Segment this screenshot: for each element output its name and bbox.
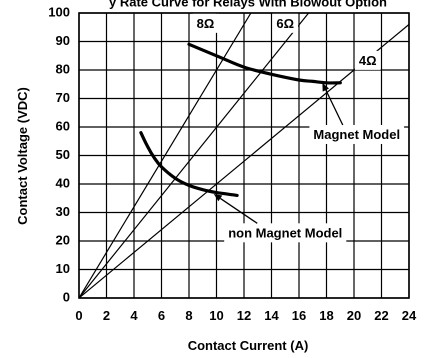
x-tick-label: 6 bbox=[158, 308, 165, 323]
resistance-line bbox=[79, 13, 310, 298]
x-tick-label: 20 bbox=[347, 308, 361, 323]
x-tick-label: 14 bbox=[264, 308, 279, 323]
label-background bbox=[272, 13, 299, 33]
y-axis-title: Contact Voltage (VDC) bbox=[15, 87, 30, 225]
x-tick-label: 18 bbox=[319, 308, 333, 323]
x-tick-label: 2 bbox=[103, 308, 110, 323]
chart-title: y Rate Curve for Relays With Blowout Opt… bbox=[109, 0, 387, 9]
label-background bbox=[192, 13, 219, 33]
x-tick-label: 0 bbox=[75, 308, 82, 323]
line-label: 4Ω bbox=[359, 53, 377, 68]
label-background bbox=[309, 124, 405, 144]
y-tick-label: 40 bbox=[56, 175, 70, 190]
label-background bbox=[354, 50, 381, 70]
y-tick-label: 80 bbox=[56, 61, 70, 76]
x-tick-label: 12 bbox=[237, 308, 251, 323]
y-tick-label: 0 bbox=[63, 289, 70, 304]
x-tick-label: 16 bbox=[292, 308, 306, 323]
y-tick-label: 30 bbox=[56, 204, 70, 219]
series bbox=[139, 42, 342, 197]
y-tick-label: 60 bbox=[56, 118, 70, 133]
y-tick-label: 70 bbox=[56, 90, 70, 105]
series-curve bbox=[187, 42, 342, 85]
callout-arrow-line bbox=[325, 89, 344, 126]
callout-label: Magnet Model bbox=[313, 127, 400, 142]
callout-arrow-line bbox=[220, 197, 258, 224]
callout-label: non Magnet Model bbox=[228, 225, 342, 240]
callout-arrow-head bbox=[213, 193, 223, 202]
line-label: 6Ω bbox=[276, 16, 294, 31]
y-tick-label: 100 bbox=[48, 4, 70, 19]
x-axis-title: Contact Current (A) bbox=[188, 338, 309, 353]
y-tick-label: 10 bbox=[56, 261, 70, 276]
resistance-line bbox=[79, 13, 252, 298]
line-label: 8Ω bbox=[197, 16, 215, 31]
x-tick-label: 24 bbox=[402, 308, 417, 323]
callout-arrow-head bbox=[322, 82, 329, 92]
x-tick-label: 22 bbox=[374, 308, 388, 323]
x-tick-label: 4 bbox=[130, 308, 138, 323]
series-curve bbox=[139, 131, 239, 197]
tick-labels: 0 2 4 6 8 10 12 14 16 18 20 22 240102030405060708090… bbox=[48, 4, 417, 323]
y-tick-label: 20 bbox=[56, 232, 70, 247]
y-tick-label: 50 bbox=[56, 147, 70, 162]
x-tick-label: 10 bbox=[209, 308, 223, 323]
annotations: 8Ω 6Ω 4Ω Magnet Model non Magnet Model bbox=[192, 13, 405, 243]
x-tick-label: 8 bbox=[185, 308, 192, 323]
label-background bbox=[224, 223, 347, 243]
y-tick-label: 90 bbox=[56, 33, 70, 48]
plot-frame bbox=[78, 12, 410, 299]
